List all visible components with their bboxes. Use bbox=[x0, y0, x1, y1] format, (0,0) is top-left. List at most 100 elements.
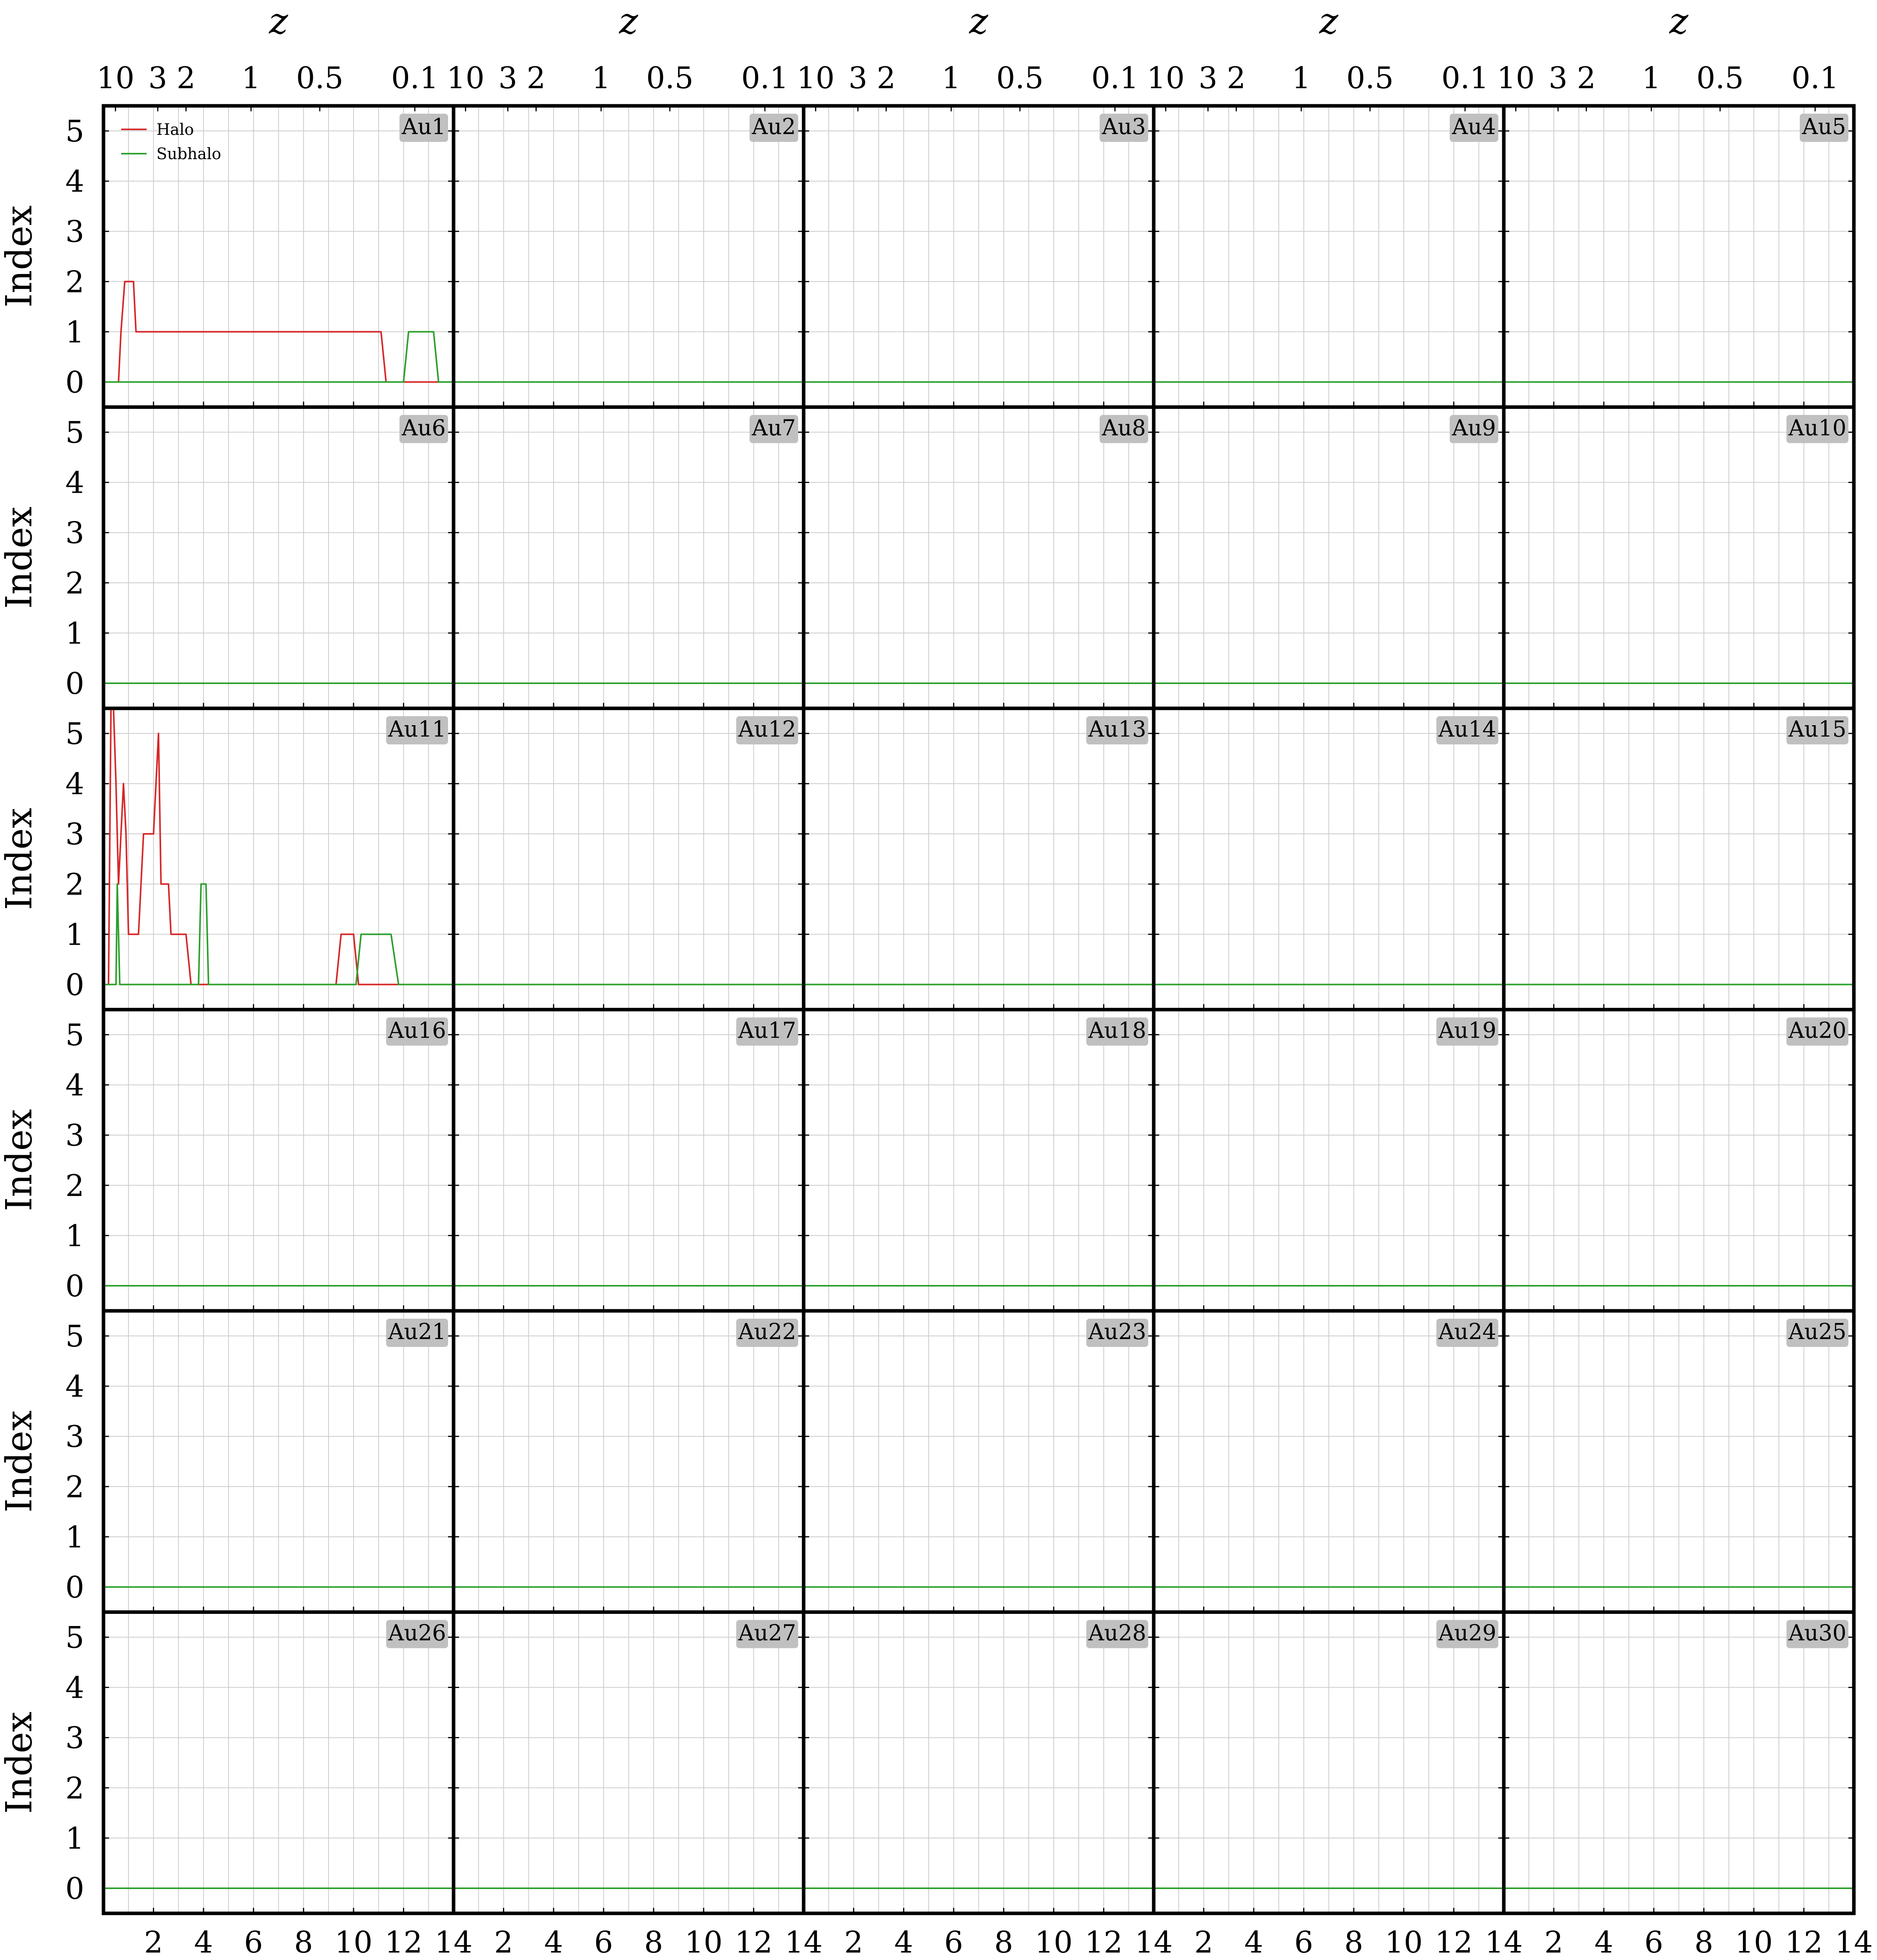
panel-label: Au16 bbox=[388, 1018, 446, 1044]
x-tick-label: 12 bbox=[1785, 1925, 1823, 1960]
panel-frame bbox=[1502, 1610, 1856, 1915]
y-tick-label: 4 bbox=[65, 1670, 84, 1705]
z-tick-label: 1 bbox=[592, 60, 610, 95]
panel-label: Au24 bbox=[1438, 1319, 1496, 1345]
x-tick-label: 4 bbox=[1594, 1925, 1613, 1960]
panel-label-badge bbox=[399, 415, 448, 443]
panel-label: Au29 bbox=[1438, 1621, 1496, 1646]
x-tick-label: 6 bbox=[1294, 1925, 1313, 1960]
x-tick-label: 2 bbox=[144, 1925, 163, 1960]
y-tick-label: 3 bbox=[65, 515, 84, 550]
y-tick-label: 0 bbox=[65, 1871, 84, 1906]
legend: Halo Subhalo bbox=[121, 121, 221, 163]
z-tick-label: 0.1 bbox=[391, 60, 439, 95]
z-tick-label: 10 bbox=[1497, 60, 1535, 95]
halo-line bbox=[103, 281, 454, 383]
y-tick-label: 2 bbox=[65, 867, 84, 902]
x-tick-label: 14 bbox=[1485, 1925, 1523, 1960]
y-tick-label: 0 bbox=[65, 1570, 84, 1604]
y-tick-label: 5 bbox=[65, 1319, 84, 1354]
y-tick-label: 5 bbox=[65, 1018, 84, 1053]
z-tick-label: 1 bbox=[241, 60, 260, 95]
z-tick-label: 3 bbox=[848, 60, 867, 95]
x-tick-label: 12 bbox=[1085, 1925, 1123, 1960]
panel-label-badge bbox=[1786, 716, 1848, 744]
z-tick-label: 0.5 bbox=[1346, 60, 1394, 95]
y-axis-label: Index bbox=[0, 506, 40, 609]
y-tick-label: 4 bbox=[65, 1068, 84, 1103]
y-axis-label: Index bbox=[0, 1109, 40, 1211]
y-tick-label: 0 bbox=[65, 967, 84, 1002]
x-tick-label: 12 bbox=[1435, 1925, 1473, 1960]
y-tick-label: 1 bbox=[65, 1821, 84, 1856]
panel-label-badge bbox=[1436, 1620, 1498, 1648]
y-tick-label: 1 bbox=[65, 1218, 84, 1253]
y-tick-label: 3 bbox=[65, 817, 84, 851]
z-axis-label: z bbox=[1319, 0, 1338, 42]
z-tick-label: 0.1 bbox=[741, 60, 789, 95]
y-tick-label: 2 bbox=[65, 1469, 84, 1504]
y-tick-label: 0 bbox=[65, 365, 84, 399]
z-tick-label: 2 bbox=[176, 60, 195, 95]
z-axis-label: z bbox=[969, 0, 988, 42]
panel-label: Au3 bbox=[1102, 114, 1146, 140]
z-tick-label: 0.5 bbox=[296, 60, 343, 95]
z-tick-label: 2 bbox=[526, 60, 545, 95]
z-tick-label: 2 bbox=[1577, 60, 1596, 95]
x-tick-label: 14 bbox=[785, 1925, 823, 1960]
panel-label-badge bbox=[1100, 415, 1148, 443]
x-tick-label: 14 bbox=[1135, 1925, 1173, 1960]
panel-label: Au13 bbox=[1088, 717, 1146, 742]
x-tick-label: 4 bbox=[1244, 1925, 1263, 1960]
panel-label-badge bbox=[1786, 1017, 1848, 1046]
panel-label: Au23 bbox=[1088, 1319, 1146, 1345]
y-tick-label: 4 bbox=[65, 766, 84, 801]
x-tick-label: 12 bbox=[385, 1925, 423, 1960]
x-tick-label: 8 bbox=[644, 1925, 663, 1960]
panel-label: Au20 bbox=[1788, 1018, 1846, 1044]
panel-label: Au4 bbox=[1452, 114, 1496, 140]
y-axis-label: Index bbox=[0, 1410, 40, 1513]
subhalo-line bbox=[103, 331, 454, 383]
y-tick-label: 2 bbox=[65, 1771, 84, 1806]
z-tick-label: 2 bbox=[877, 60, 895, 95]
panel-au29: Au29 bbox=[1152, 1610, 1506, 1915]
panel-label-badge bbox=[750, 114, 798, 142]
x-tick-label: 4 bbox=[894, 1925, 913, 1960]
z-tick-label: 2 bbox=[1227, 60, 1245, 95]
panel-au12: Au12 bbox=[452, 706, 806, 1011]
panel-label: Au19 bbox=[1438, 1018, 1496, 1044]
z-tick-label: 0.1 bbox=[1792, 60, 1839, 95]
x-tick-label: 10 bbox=[334, 1925, 372, 1960]
panel-au10: Au10 bbox=[1502, 405, 1856, 710]
panel-label: Au10 bbox=[1788, 416, 1846, 441]
panel-label: Au1 bbox=[401, 114, 446, 140]
y-axis-label: Index bbox=[0, 1711, 40, 1814]
panel-label-badge bbox=[1100, 114, 1148, 142]
y-tick-label: 3 bbox=[65, 1720, 84, 1755]
y-tick-label: 3 bbox=[65, 1118, 84, 1153]
y-tick-label: 1 bbox=[65, 1519, 84, 1554]
panel-label-badge bbox=[1086, 716, 1148, 744]
y-tick-label: 3 bbox=[65, 214, 84, 249]
panel-au6: Au6 bbox=[102, 405, 456, 710]
y-axis-label: Index bbox=[0, 205, 40, 308]
panel-label-badge bbox=[1086, 1017, 1148, 1046]
panel-label: Au26 bbox=[388, 1621, 446, 1646]
y-tick-label: 5 bbox=[65, 114, 84, 149]
panel-label-badge bbox=[1436, 716, 1498, 744]
panel-label: Au18 bbox=[1088, 1018, 1146, 1044]
panel-label-badge bbox=[399, 114, 448, 142]
panel-label-badge bbox=[1436, 1319, 1498, 1347]
panel-label: Au17 bbox=[738, 1018, 796, 1044]
y-tick-label: 5 bbox=[65, 1620, 84, 1655]
x-tick-label: 12 bbox=[735, 1925, 773, 1960]
y-tick-label: 1 bbox=[65, 917, 84, 952]
panel-label: Au27 bbox=[738, 1621, 796, 1646]
z-tick-label: 10 bbox=[447, 60, 485, 95]
panel-label: Au8 bbox=[1102, 416, 1146, 441]
panel-au30: Au30 bbox=[1502, 1610, 1856, 1915]
panel-label: Au30 bbox=[1788, 1621, 1846, 1646]
x-tick-label: 10 bbox=[1035, 1925, 1073, 1960]
